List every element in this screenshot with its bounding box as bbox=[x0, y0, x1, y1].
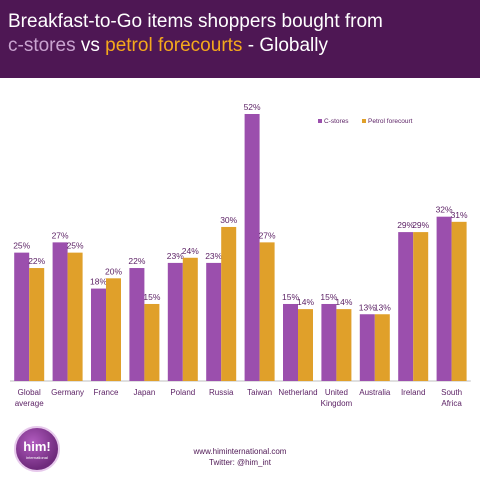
data-label: 29% bbox=[412, 220, 429, 230]
bar-cstores bbox=[91, 288, 106, 381]
x-tick-label: average bbox=[15, 399, 44, 408]
x-tick-label: Germany bbox=[51, 388, 84, 397]
x-tick-label: Africa bbox=[441, 399, 462, 408]
him-logo: him! international bbox=[14, 426, 60, 472]
bar-petrol bbox=[221, 226, 237, 381]
footer: www.himinternational.com Twitter: @him_i… bbox=[0, 446, 480, 468]
bar-cstores bbox=[167, 262, 183, 381]
title-line-2: c-stores vs petrol forecourts - Globally bbox=[8, 34, 383, 58]
bar-cstores bbox=[52, 242, 68, 381]
data-label: 15% bbox=[143, 292, 160, 302]
x-tick-label: Global bbox=[18, 388, 41, 397]
bar-cstores bbox=[321, 303, 337, 381]
data-label: 25% bbox=[67, 241, 84, 251]
data-label: 15% bbox=[282, 292, 299, 302]
x-tick-label: Japan bbox=[134, 388, 156, 397]
logo-subtext: international bbox=[26, 455, 48, 460]
title-cstores: c-stores bbox=[8, 35, 76, 56]
data-label: 27% bbox=[259, 230, 276, 240]
x-tick-label: Ireland bbox=[401, 388, 425, 397]
bar-cstores bbox=[14, 252, 30, 381]
title-vs: vs bbox=[75, 35, 106, 56]
legend-swatch-petrol bbox=[362, 119, 366, 123]
bar-cstores bbox=[244, 114, 260, 381]
title-banner: Breakfast-to-Go items shoppers bought fr… bbox=[0, 0, 480, 78]
title-line-1: Breakfast-to-Go items shoppers bought fr… bbox=[8, 11, 383, 32]
bar-petrol bbox=[29, 268, 45, 381]
x-tick-label: Russia bbox=[209, 388, 234, 397]
footer-twitter: Twitter: @him_int bbox=[209, 458, 271, 467]
data-label: 22% bbox=[128, 256, 145, 266]
x-tick-label: Taiwan bbox=[247, 388, 272, 397]
title-petrol: petrol forecourts bbox=[105, 35, 243, 56]
data-label: 14% bbox=[335, 297, 352, 307]
bar-petrol bbox=[374, 314, 390, 381]
bar-cstores bbox=[359, 314, 375, 381]
bar-cstores bbox=[129, 268, 145, 381]
footer-website: www.himinternational.com bbox=[193, 447, 287, 456]
x-tick-label: Netherland bbox=[278, 388, 317, 397]
bar-cstores bbox=[436, 216, 452, 381]
bar-cstores bbox=[398, 232, 414, 381]
bar-cstores bbox=[206, 262, 222, 381]
logo-text: him! bbox=[23, 439, 51, 454]
bar-petrol bbox=[259, 242, 275, 381]
x-tick-label: Australia bbox=[359, 388, 391, 397]
bar-chart: 25%22%Globalaverage27%25%Germany18%20%Fr… bbox=[10, 102, 471, 408]
data-label: 22% bbox=[28, 256, 45, 266]
data-label: 13% bbox=[374, 302, 391, 312]
bar-petrol bbox=[144, 303, 160, 381]
bar-petrol bbox=[182, 257, 198, 381]
data-label: 20% bbox=[105, 266, 122, 276]
legend-label: C-stores bbox=[324, 118, 349, 125]
x-tick-label: South bbox=[441, 388, 462, 397]
chart-title: Breakfast-to-Go items shoppers bought fr… bbox=[8, 10, 383, 58]
data-label: 24% bbox=[182, 246, 199, 256]
data-label: 25% bbox=[13, 241, 30, 251]
data-label: 18% bbox=[90, 277, 107, 287]
title-end: - Globally bbox=[242, 35, 328, 56]
data-label: 13% bbox=[359, 302, 376, 312]
x-tick-label: United bbox=[325, 388, 348, 397]
data-label: 30% bbox=[220, 215, 237, 225]
data-label: 52% bbox=[244, 102, 261, 112]
x-tick-label: Kingdom bbox=[321, 399, 353, 408]
data-label: 23% bbox=[167, 251, 184, 261]
legend-swatch-cstores bbox=[318, 119, 322, 123]
bar-petrol bbox=[413, 232, 429, 381]
data-label: 14% bbox=[297, 297, 314, 307]
bar-cstores bbox=[283, 303, 298, 381]
bar-petrol bbox=[451, 221, 467, 381]
bar-petrol bbox=[336, 309, 352, 381]
bar-petrol bbox=[67, 252, 83, 381]
data-label: 32% bbox=[436, 205, 453, 215]
x-tick-label: Poland bbox=[170, 388, 195, 397]
bar-petrol bbox=[298, 309, 313, 381]
data-label: 31% bbox=[451, 210, 468, 220]
x-tick-label: France bbox=[94, 388, 119, 397]
bar-petrol bbox=[106, 278, 121, 381]
data-label: 29% bbox=[397, 220, 414, 230]
data-label: 27% bbox=[52, 230, 69, 240]
data-label: 23% bbox=[205, 251, 222, 261]
legend-label: Petrol forecourt bbox=[368, 118, 413, 125]
data-label: 15% bbox=[320, 292, 337, 302]
